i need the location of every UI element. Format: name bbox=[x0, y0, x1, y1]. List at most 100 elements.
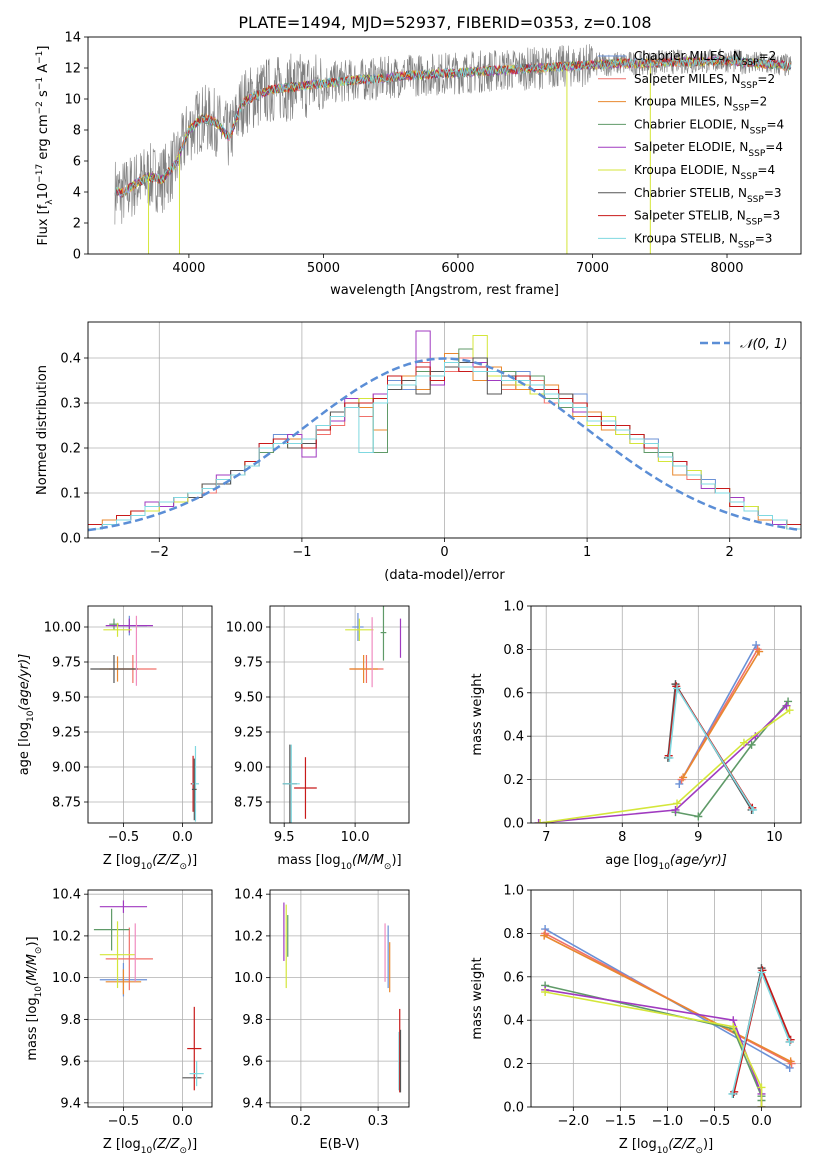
y-axis-label: Normed distribution bbox=[35, 365, 50, 495]
y-tick-label: 9.75 bbox=[52, 656, 81, 671]
y-tick-label: 14 bbox=[64, 31, 81, 46]
weight-marker bbox=[785, 1063, 794, 1072]
y-tick-label: 9.4 bbox=[60, 1096, 81, 1111]
x-tick-label: 4000 bbox=[172, 261, 205, 276]
legend-entry: Salpeter MILES, NSSP=2 bbox=[634, 72, 775, 91]
panel-mass-vs-EBV: 0.2 0.3 9.4 9.6 9.8 10.0 10.2 10.4 E(B-V) bbox=[234, 888, 410, 1152]
y-tick-label: 10.00 bbox=[226, 621, 263, 636]
weight-line-kroupa-miles bbox=[682, 651, 760, 778]
y-tick-label: 0.0 bbox=[503, 817, 524, 832]
x-tick-label: 9.5 bbox=[274, 830, 295, 845]
weight-marker bbox=[782, 701, 791, 710]
weight-line-kroupa-stelib bbox=[731, 969, 791, 1095]
y-tick-label: 12 bbox=[64, 62, 81, 77]
y-tick-label: 9.8 bbox=[60, 1013, 81, 1028]
panel-weight-vs-Z: −2.0 −1.5 −1.0 −0.5 0.0 0.0 0.2 0.4 0.6 0.8 1.0 Z [… bbox=[470, 884, 802, 1156]
weight-marker bbox=[747, 740, 756, 749]
y-tick-label: 9.25 bbox=[234, 726, 263, 741]
y-tick-label: 6 bbox=[73, 155, 81, 170]
plot-area bbox=[88, 322, 801, 538]
weight-line-salpeter-stelib bbox=[733, 967, 792, 1092]
y-tick-label: 2 bbox=[73, 217, 81, 232]
weight-line-kroupa-miles bbox=[543, 934, 792, 1063]
x-tick-label: 7 bbox=[542, 830, 550, 845]
y-tick-label: 4 bbox=[73, 186, 81, 201]
y-tick-label: 10.4 bbox=[52, 888, 81, 903]
legend-entry: Kroupa ELODIE, NSSP=4 bbox=[634, 163, 775, 182]
x-axis-label: age [log10(age/yr)] bbox=[605, 853, 727, 872]
plot-area bbox=[531, 606, 801, 823]
x-tick-label: 6000 bbox=[441, 261, 474, 276]
axes-frame bbox=[87, 605, 213, 824]
panel-spectrum: 4000 5000 6000 7000 8000 0 2 4 6 8 10 12 14 wavelengt… bbox=[35, 31, 802, 298]
weight-marker bbox=[757, 968, 766, 977]
y-tick-label: 0.8 bbox=[503, 643, 524, 658]
axes-frame bbox=[530, 605, 802, 824]
y-axis-label: Flux [fλ10−17 erg cm−2 s−1 A−1] bbox=[35, 46, 55, 246]
y-tick-label: 0.8 bbox=[503, 927, 524, 942]
y-tick-label: 0.2 bbox=[503, 773, 524, 788]
weight-marker bbox=[679, 773, 688, 782]
panel-age-vs-Z: −0.5 0.0 8.75 9.00 9.25 9.50 9.75 10.00 Z [log10… bbox=[17, 605, 213, 872]
weight-marker bbox=[786, 1057, 795, 1066]
y-tick-label: 0.0 bbox=[60, 532, 81, 547]
plot-area bbox=[270, 606, 409, 823]
x-tick-label: −0.5 bbox=[699, 1114, 731, 1129]
y-tick-label: 0.4 bbox=[503, 1014, 524, 1029]
weight-marker bbox=[673, 799, 682, 808]
plot-area bbox=[270, 890, 409, 1107]
y-axis-label: mass weight bbox=[470, 957, 485, 1039]
weight-marker bbox=[729, 1022, 738, 1031]
y-tick-label: 10.0 bbox=[52, 971, 81, 986]
weight-marker bbox=[540, 931, 549, 940]
y-tick-label: 0.0 bbox=[503, 1101, 524, 1116]
panel-spectrum: PLATE=1494, MJD=52937, FIBERID=0353, z=0… bbox=[238, 13, 651, 32]
legend-entry: Chabrier STELIB, NSSP=3 bbox=[634, 186, 782, 205]
x-tick-label: 10 bbox=[766, 830, 783, 845]
x-tick-label: −2.0 bbox=[558, 1114, 590, 1129]
y-tick-label: 9.8 bbox=[242, 1013, 263, 1028]
y-tick-label: 8 bbox=[73, 124, 81, 139]
x-tick-label: 2 bbox=[726, 545, 734, 560]
weight-marker bbox=[785, 706, 794, 715]
y-tick-label: 9.6 bbox=[60, 1055, 81, 1070]
weight-marker bbox=[534, 819, 543, 823]
y-tick-label: 9.6 bbox=[242, 1055, 263, 1070]
weight-marker bbox=[752, 641, 761, 650]
weight-marker bbox=[541, 987, 550, 996]
y-tick-label: 9.50 bbox=[52, 691, 81, 706]
y-tick-label: 8.75 bbox=[52, 796, 81, 811]
spectrum-title: PLATE=1494, MJD=52937, FIBERID=0353, z=0… bbox=[238, 13, 651, 32]
weight-marker bbox=[749, 805, 758, 814]
x-axis-label: mass [log10(M/M⊙)] bbox=[277, 853, 401, 872]
x-tick-label: 0.0 bbox=[172, 1114, 193, 1129]
weight-marker bbox=[728, 1089, 737, 1098]
x-tick-label: 9 bbox=[694, 830, 702, 845]
y-tick-label: 0 bbox=[73, 248, 81, 263]
x-tick-label: 8000 bbox=[710, 261, 743, 276]
y-axis-label: mass [log10(M/M⊙)] bbox=[25, 936, 44, 1060]
spectrum-legend: Chabrier MILES, NSSP=2 Salpeter MILES, NS… bbox=[598, 49, 784, 250]
y-tick-label: 0.4 bbox=[60, 352, 81, 367]
weight-marker bbox=[694, 812, 703, 821]
weight-marker bbox=[536, 819, 545, 823]
y-axis-label: mass weight bbox=[470, 673, 485, 755]
x-tick-label: −0.5 bbox=[108, 830, 140, 845]
x-tick-label: −2 bbox=[150, 545, 169, 560]
y-tick-label: 0.2 bbox=[60, 442, 81, 457]
plot-area bbox=[88, 606, 212, 823]
weight-marker bbox=[739, 738, 748, 747]
panel-weight-vs-age: 7 8 9 10 0.0 0.2 0.4 0.6 0.8 1.0 age [log10(age/yr… bbox=[470, 600, 802, 872]
weight-line-kroupa-elodie bbox=[544, 991, 763, 1107]
y-tick-label: 0.2 bbox=[503, 1057, 524, 1072]
y-tick-label: 0.1 bbox=[60, 487, 81, 502]
y-tick-label: 0.3 bbox=[60, 397, 81, 412]
weight-marker bbox=[785, 1037, 794, 1046]
weight-marker bbox=[665, 753, 674, 762]
legend-entry: Chabrier MILES, NSSP=2 bbox=[634, 49, 776, 68]
axes-frame bbox=[87, 321, 802, 539]
x-tick-label: −1.0 bbox=[652, 1114, 684, 1129]
y-tick-label: 9.50 bbox=[234, 691, 263, 706]
weight-line-salpeter-elodie bbox=[538, 705, 788, 823]
